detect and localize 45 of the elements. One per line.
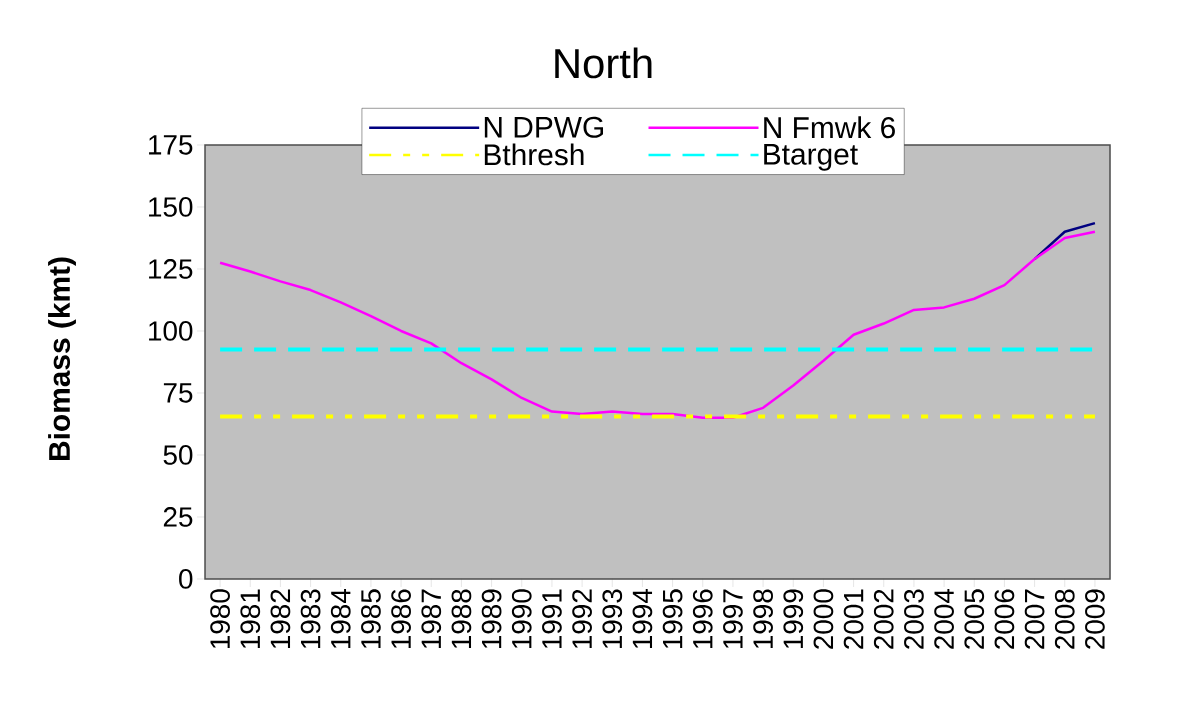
x-tick-label: 1992 bbox=[572, 589, 592, 649]
legend-label: Bthresh bbox=[484, 143, 584, 166]
legend-label: Btarget bbox=[764, 143, 858, 171]
y-tick-label: 100 bbox=[149, 321, 193, 341]
x-tick-label: 1998 bbox=[753, 589, 773, 649]
x-tick-label: 1991 bbox=[542, 589, 562, 649]
y-tick-label: 0 bbox=[179, 569, 193, 589]
x-tick-label: 1988 bbox=[451, 589, 472, 649]
y-tick-label: 75 bbox=[163, 383, 193, 403]
chart-title: North bbox=[555, 47, 652, 79]
x-tick-label: 2009 bbox=[1085, 589, 1105, 649]
x-tick-label: 1983 bbox=[300, 589, 321, 649]
x-tick-label: 2001 bbox=[843, 589, 864, 649]
x-tick-label: 2000 bbox=[813, 589, 834, 649]
x-tick-label: 2007 bbox=[1024, 589, 1045, 649]
line-series bbox=[218, 230, 1097, 420]
y-tick-label: 25 bbox=[163, 507, 193, 527]
y-tick-label: 125 bbox=[149, 259, 193, 279]
x-tick-label: 1986 bbox=[391, 589, 411, 649]
y-tick-label: 50 bbox=[163, 445, 193, 465]
x-tick-label: 2002 bbox=[873, 589, 894, 649]
y-tick-label: 150 bbox=[149, 197, 193, 217]
x-tick-label: 1994 bbox=[632, 589, 653, 649]
legend-label: N DPWG bbox=[484, 116, 604, 138]
legend-label: N Fmwk 6 bbox=[764, 116, 895, 139]
x-tick-label: 1996 bbox=[692, 589, 713, 649]
x-tick-label: 1987 bbox=[421, 589, 442, 649]
x-tick-label: 2008 bbox=[1054, 589, 1075, 649]
x-tick-label: 2006 bbox=[994, 589, 1015, 649]
x-tick-label: 1997 bbox=[723, 589, 743, 649]
x-tick-label: 1981 bbox=[240, 589, 261, 649]
x-tick-label: 1995 bbox=[662, 589, 683, 649]
x-tick-label: 1982 bbox=[270, 589, 291, 649]
x-tick-label: 2003 bbox=[904, 589, 924, 649]
y-axis-title: Biomass (kmt) bbox=[48, 257, 76, 460]
x-tick-label: 1999 bbox=[783, 589, 804, 649]
x-tick-label: 1989 bbox=[481, 589, 502, 649]
x-tick-label: 2005 bbox=[964, 589, 985, 649]
x-tick-label: 1985 bbox=[361, 589, 381, 649]
x-tick-label: 2004 bbox=[934, 589, 954, 649]
y-tick-label: 175 bbox=[149, 135, 193, 155]
x-tick-label: 1990 bbox=[511, 589, 532, 649]
x-tick-label: 1993 bbox=[602, 589, 623, 649]
x-tick-label: 1980 bbox=[210, 589, 230, 649]
x-tick-label: 1984 bbox=[330, 589, 351, 649]
